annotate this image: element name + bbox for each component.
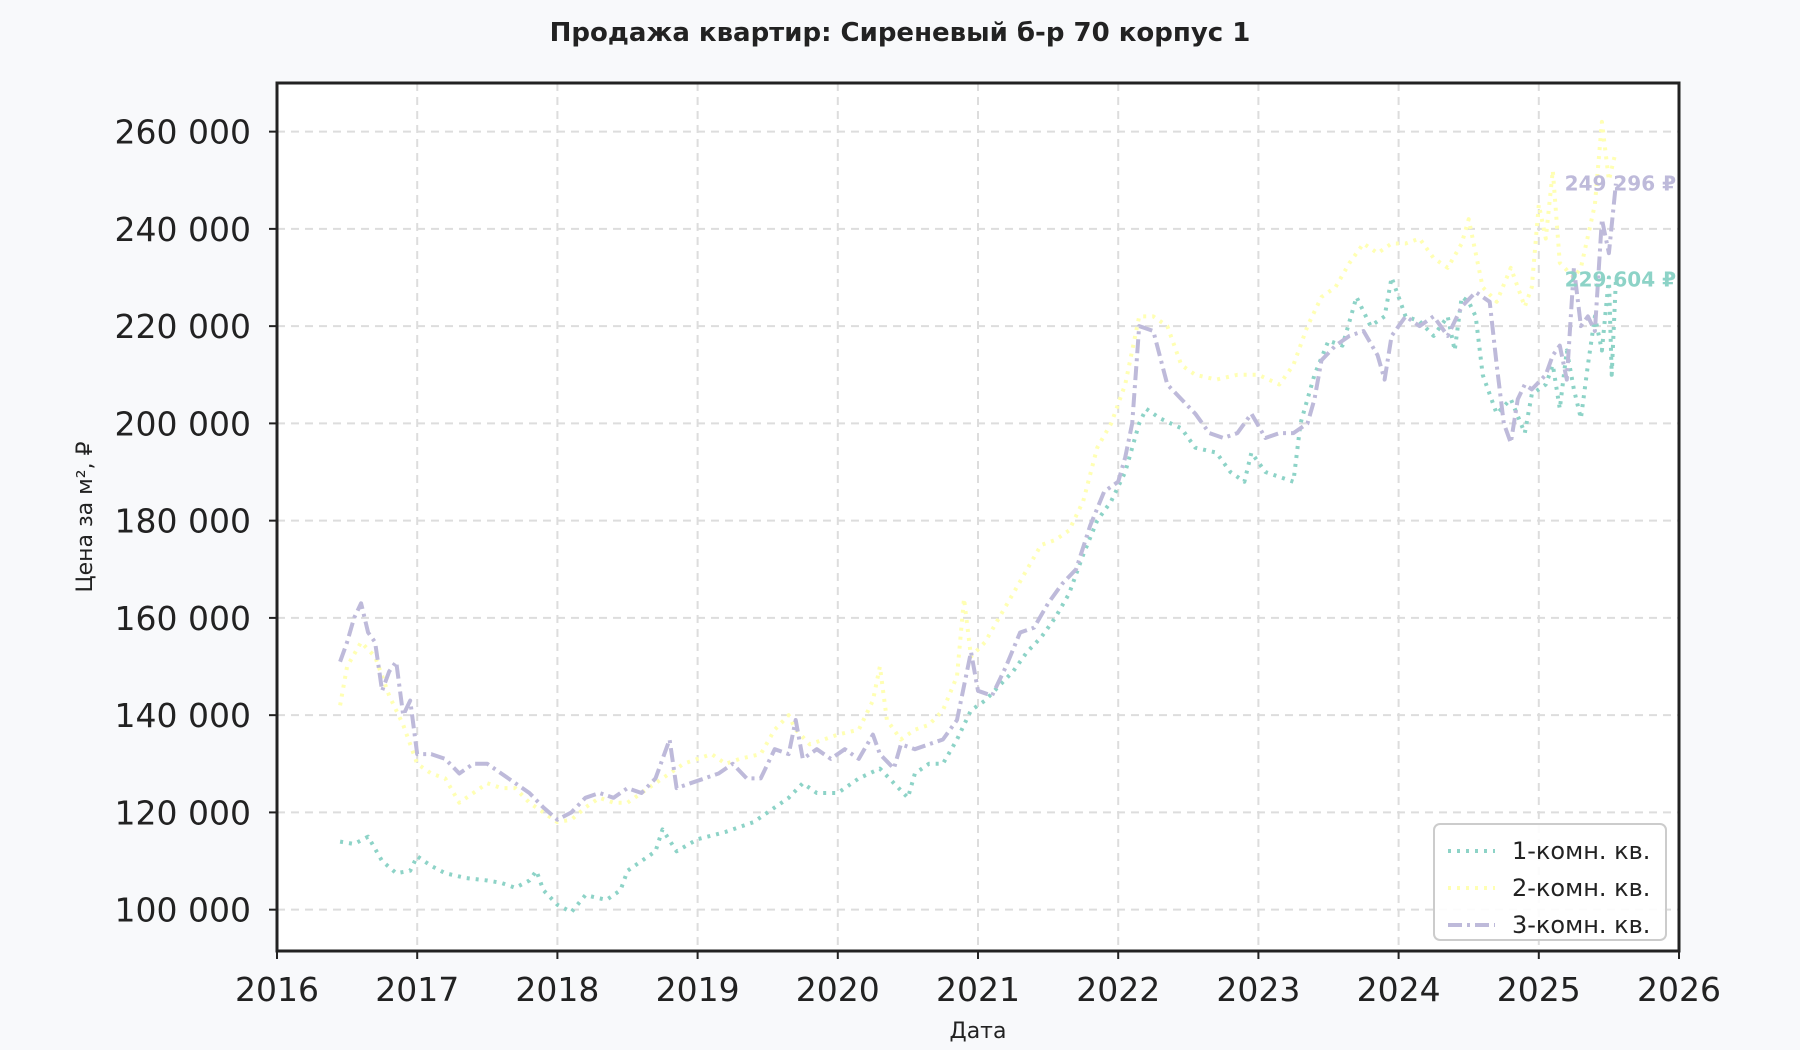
y-tick-label: 260 000 [115, 113, 251, 152]
x-tick-label: 2025 [1497, 970, 1581, 1009]
x-tick-label: 2023 [1216, 970, 1300, 1009]
y-tick-label: 140 000 [115, 696, 251, 735]
legend: 1-комн. кв. 2-комн. кв. 3-комн. кв. [1433, 823, 1667, 941]
chart-title: Продажа квартир: Сиреневый б-р 70 корпус… [550, 18, 1251, 48]
y-tick-label: 200 000 [115, 404, 251, 443]
x-tick-label: 2022 [1076, 970, 1160, 1009]
x-tick-label: 2016 [235, 970, 319, 1009]
legend-items: 1-комн. кв. 2-комн. кв. 3-комн. кв. [1448, 837, 1650, 939]
x-tick-label: 2018 [515, 970, 599, 1009]
y-tick-label: 100 000 [115, 891, 251, 930]
x-tick-label: 2019 [656, 970, 740, 1009]
y-axis-label: Цена за м², ₽ [73, 441, 98, 592]
legend-label: 1-комн. кв. [1512, 837, 1650, 865]
series-line-3 [338, 183, 1618, 822]
y-axis: 100 000 120 000 140 000 160 000 180 000 200 0… [115, 113, 277, 930]
y-tick-label: 220 000 [115, 307, 251, 346]
y-tick-label: 160 000 [115, 599, 251, 638]
x-tick-label: 2021 [936, 970, 1020, 1009]
x-tick-label: 2020 [796, 970, 880, 1009]
y-tick-label: 120 000 [115, 793, 251, 832]
series-end-label: 229 604 ₽ [1565, 267, 1676, 291]
legend-label: 3-комн. кв. [1512, 911, 1650, 939]
legend-box [1433, 823, 1667, 941]
legend-label: 2-комн. кв. [1512, 874, 1650, 902]
x-tick-label: 2026 [1637, 970, 1721, 1009]
series-end-label: 249 296 ₽ [1565, 172, 1676, 196]
grid [277, 83, 1679, 951]
series-layer [338, 119, 1618, 915]
x-tick-label: 2024 [1357, 970, 1441, 1009]
series-line-2 [338, 119, 1618, 825]
x-axis: 2016 2017 2018 2019 2020 2021 2022 2023 2024 2025… [235, 951, 1721, 1009]
y-tick-label: 180 000 [115, 502, 251, 541]
end-labels: 229 604 ₽ 249 296 ₽ [1565, 172, 1676, 292]
y-tick-label: 240 000 [115, 210, 251, 249]
x-axis-label: Дата [950, 1019, 1007, 1044]
x-tick-label: 2017 [375, 970, 459, 1009]
